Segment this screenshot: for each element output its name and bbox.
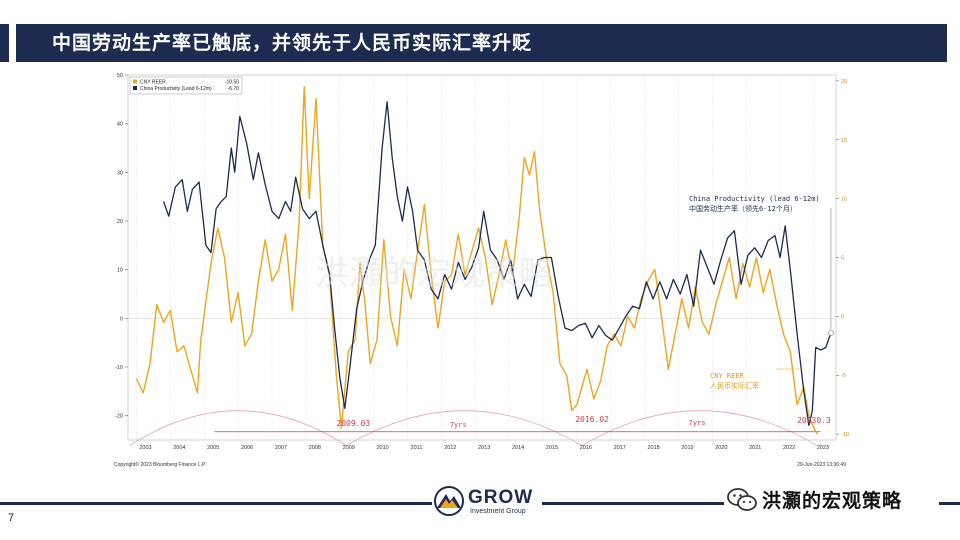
annot-cycle-1: 7yrs xyxy=(450,421,467,429)
date-stamp: 29-Jun-2023 13:36:49 xyxy=(797,462,846,468)
cycle-arc xyxy=(346,410,583,447)
x-tick-label: 2014 xyxy=(512,445,524,451)
title-accent-block xyxy=(0,24,9,62)
legend-label-reer: CNY REER xyxy=(140,80,166,86)
wechat-icon xyxy=(727,488,757,511)
right-tick-label: 20 xyxy=(841,79,847,85)
x-tick-label: 2009 xyxy=(343,445,355,451)
logo-subtitle: Investment Group xyxy=(470,508,526,515)
series-line-productivity xyxy=(162,101,832,427)
x-tick-label: 2022 xyxy=(783,445,795,451)
right-tick-label: 0 xyxy=(841,314,844,320)
left-tick-label: -10 xyxy=(115,365,123,371)
watermark: 洪灝的宏观策略 xyxy=(315,254,553,294)
cycle-arc xyxy=(581,410,818,447)
x-tick-label: 2021 xyxy=(749,445,761,451)
legend-label-productivity: China Productivity (Lead 6-12m) xyxy=(140,86,212,92)
title-accent-stripe xyxy=(14,24,19,62)
x-tick-label: 2013 xyxy=(478,445,490,451)
annot-cycle-2: 7yrs xyxy=(689,419,706,427)
legend-value-reer: -10.50 xyxy=(225,80,239,86)
left-tick-label: -20 xyxy=(115,414,123,420)
left-tick-label: 30 xyxy=(117,170,123,176)
annot-date-2016: 2016.02 xyxy=(575,415,609,424)
chart-area: 2003 2004 2005 2006 2007 2008 2009 2010 2011 2012… xyxy=(104,70,856,470)
x-tick-label: 2018 xyxy=(647,445,659,451)
chart-svg: 2003 2004 2005 2006 2007 2008 2009 2010 2011 2012… xyxy=(114,73,849,468)
legend-swatch-reer xyxy=(133,79,137,84)
page-number: 7 xyxy=(8,512,15,524)
right-tick-label: 5 xyxy=(841,256,844,262)
left-tick-label: 40 xyxy=(117,122,123,128)
x-tick-label: 2010 xyxy=(376,445,388,451)
title-bar xyxy=(14,24,947,62)
x-tick-label: 2011 xyxy=(411,445,423,451)
left-tick-label: 0 xyxy=(120,316,123,322)
copyright-text: Copyright© 2023 Bloomberg Finance L.P. xyxy=(114,461,206,468)
legend-value-productivity: -6.70 xyxy=(228,86,240,92)
x-tick-label: 2004 xyxy=(173,445,185,451)
annot-productivity-en: China Productivity (lead 6-12m) xyxy=(689,195,820,203)
x-tick-label: 2012 xyxy=(444,445,456,451)
right-tick-label: 10 xyxy=(841,197,847,203)
x-tick-label: 2023 xyxy=(817,445,829,451)
annot-reer-cn: 人民币实际汇率 xyxy=(710,381,759,390)
annot-date-2009: 2009.03 xyxy=(336,419,370,428)
wechat-account-name: 洪灝的宏观策略 xyxy=(762,490,903,512)
x-tick-label: 2007 xyxy=(275,445,287,451)
x-tick-label: 2019 xyxy=(681,445,693,451)
x-tick-label: 2008 xyxy=(309,445,321,451)
wechat-account: 洪灝的宏观策略 xyxy=(724,484,939,514)
x-tick-label: 2003 xyxy=(139,445,151,451)
chart-legend: CNY REER -10.50 China Productivity (Lead… xyxy=(129,76,243,95)
right-tick-label: -10 xyxy=(841,432,849,438)
x-tick-label: 2005 xyxy=(207,445,219,451)
grow-logo: GROW Investment Group xyxy=(432,484,542,520)
series-line-cny-reer xyxy=(135,86,819,435)
grow-logo-icon xyxy=(434,486,464,516)
plot-frame xyxy=(127,74,837,441)
right-tick-label: -5 xyxy=(841,373,846,379)
annot-date-2023: 20230.3 xyxy=(797,416,831,425)
left-tick-label: 20 xyxy=(117,219,123,225)
annot-productivity-cn: 中国劳动生产率（领先6-12个月） xyxy=(689,204,797,213)
annot-reer-en: CNY REER xyxy=(710,372,745,380)
x-tick-label: 2015 xyxy=(546,445,558,451)
x-tick-label: 2017 xyxy=(614,445,626,451)
x-tick-label: 2006 xyxy=(241,445,253,451)
right-tick-label: 15 xyxy=(841,138,847,144)
slide-title: 中国劳动生产率已触底，并领先于人民币实际汇率升贬 xyxy=(52,32,533,54)
cycle-arc xyxy=(129,410,347,447)
legend-box xyxy=(129,76,243,95)
productivity-endpoint xyxy=(828,330,834,336)
logo-name: GROW xyxy=(468,487,534,508)
left-tick-label: 10 xyxy=(117,268,123,274)
x-tick-label: 2016 xyxy=(580,445,592,451)
legend-swatch-productivity xyxy=(133,86,137,90)
x-tick-label: 2020 xyxy=(715,445,727,451)
left-tick-label: 50 xyxy=(117,73,123,79)
